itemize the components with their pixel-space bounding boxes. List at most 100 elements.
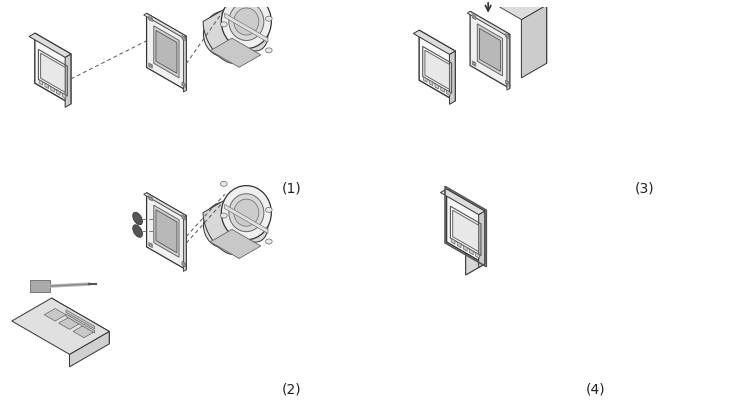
- Polygon shape: [39, 80, 43, 85]
- Polygon shape: [478, 211, 484, 268]
- Polygon shape: [184, 216, 186, 271]
- Polygon shape: [144, 193, 186, 217]
- Polygon shape: [225, 204, 268, 233]
- Polygon shape: [464, 245, 467, 251]
- Polygon shape: [507, 34, 510, 90]
- Ellipse shape: [133, 225, 142, 237]
- Polygon shape: [441, 87, 444, 92]
- Polygon shape: [470, 12, 510, 88]
- Circle shape: [149, 65, 152, 67]
- Polygon shape: [58, 317, 80, 329]
- Polygon shape: [521, 5, 547, 78]
- Polygon shape: [425, 50, 449, 89]
- Polygon shape: [506, 80, 509, 85]
- Polygon shape: [435, 83, 439, 89]
- Polygon shape: [12, 298, 110, 354]
- Polygon shape: [203, 9, 268, 63]
- Ellipse shape: [220, 213, 227, 218]
- Polygon shape: [148, 196, 152, 201]
- Ellipse shape: [234, 8, 259, 35]
- Ellipse shape: [234, 199, 259, 226]
- Ellipse shape: [229, 2, 264, 40]
- Polygon shape: [419, 30, 455, 101]
- Polygon shape: [144, 13, 186, 38]
- Polygon shape: [184, 36, 186, 92]
- Polygon shape: [452, 238, 455, 244]
- Polygon shape: [30, 280, 50, 292]
- Polygon shape: [182, 215, 185, 220]
- Ellipse shape: [229, 194, 264, 232]
- Polygon shape: [148, 242, 152, 248]
- Polygon shape: [472, 61, 476, 66]
- Circle shape: [149, 197, 152, 200]
- Polygon shape: [51, 86, 54, 92]
- Polygon shape: [476, 252, 479, 258]
- Polygon shape: [446, 90, 450, 96]
- Polygon shape: [453, 210, 478, 252]
- Ellipse shape: [266, 48, 272, 53]
- Ellipse shape: [266, 207, 272, 212]
- Ellipse shape: [220, 22, 227, 27]
- Polygon shape: [225, 13, 268, 42]
- Polygon shape: [449, 51, 455, 104]
- Polygon shape: [65, 54, 71, 107]
- Polygon shape: [458, 242, 461, 248]
- Text: (2): (2): [282, 382, 302, 396]
- Circle shape: [506, 35, 509, 37]
- Polygon shape: [210, 229, 261, 259]
- Circle shape: [506, 81, 509, 84]
- Circle shape: [182, 37, 185, 39]
- Polygon shape: [413, 30, 455, 54]
- Polygon shape: [203, 200, 268, 255]
- Text: (1): (1): [282, 181, 302, 195]
- Polygon shape: [146, 13, 186, 90]
- Text: (4): (4): [586, 382, 605, 396]
- Polygon shape: [62, 93, 66, 99]
- Circle shape: [182, 83, 185, 86]
- Ellipse shape: [221, 186, 272, 240]
- Polygon shape: [74, 325, 94, 338]
- Polygon shape: [182, 35, 185, 41]
- Polygon shape: [154, 205, 179, 257]
- Polygon shape: [466, 211, 484, 275]
- Polygon shape: [156, 210, 177, 253]
- Text: (3): (3): [634, 181, 655, 195]
- Polygon shape: [467, 12, 510, 36]
- Polygon shape: [506, 33, 509, 39]
- Polygon shape: [424, 77, 427, 82]
- Polygon shape: [477, 24, 502, 76]
- Polygon shape: [182, 82, 185, 88]
- Polygon shape: [472, 14, 476, 20]
- Circle shape: [182, 216, 185, 219]
- Polygon shape: [40, 53, 65, 92]
- Polygon shape: [210, 38, 261, 67]
- Polygon shape: [525, 0, 547, 63]
- Ellipse shape: [203, 11, 246, 57]
- Polygon shape: [146, 193, 186, 270]
- Ellipse shape: [221, 0, 272, 48]
- Ellipse shape: [133, 212, 142, 225]
- Polygon shape: [44, 309, 66, 321]
- Polygon shape: [29, 33, 71, 57]
- Polygon shape: [45, 83, 49, 88]
- Polygon shape: [34, 33, 71, 104]
- Polygon shape: [470, 249, 473, 255]
- Polygon shape: [182, 261, 185, 267]
- Ellipse shape: [203, 202, 246, 248]
- Ellipse shape: [220, 181, 227, 186]
- Circle shape: [149, 244, 152, 246]
- Polygon shape: [52, 298, 110, 344]
- Circle shape: [472, 62, 476, 65]
- Polygon shape: [148, 63, 152, 68]
- Circle shape: [472, 16, 476, 18]
- Polygon shape: [446, 189, 485, 264]
- Polygon shape: [479, 28, 500, 72]
- Polygon shape: [500, 0, 547, 20]
- Polygon shape: [154, 26, 179, 78]
- Ellipse shape: [266, 16, 272, 21]
- Polygon shape: [66, 310, 94, 329]
- Ellipse shape: [266, 239, 272, 244]
- Polygon shape: [70, 331, 110, 367]
- Circle shape: [182, 263, 185, 266]
- Polygon shape: [56, 90, 60, 95]
